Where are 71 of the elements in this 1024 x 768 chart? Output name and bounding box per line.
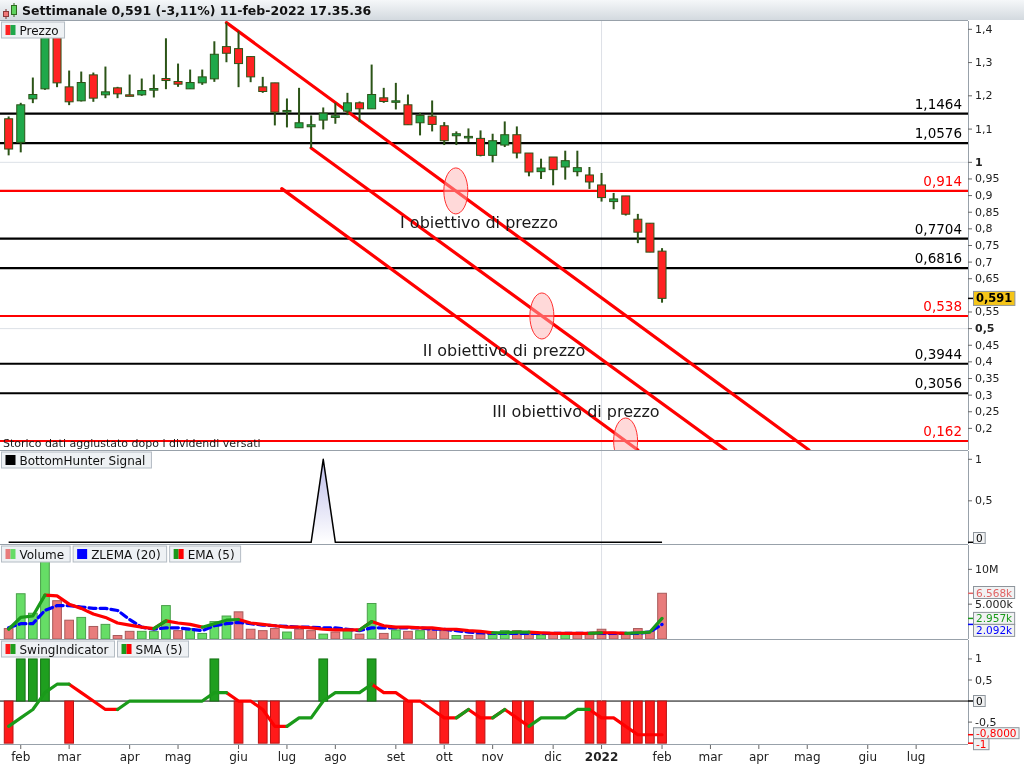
x-tick-label: 2022 [584,750,619,764]
x-tick-label: apr [748,750,769,764]
text: 6.568k [976,586,1014,599]
y-tick-label: 0,2 [975,421,993,435]
y-tick-label: 0,7 [975,255,993,269]
text: 2.092k [976,624,1014,637]
text: 0,591 [976,291,1013,306]
text: 2.957k [976,612,1014,625]
y-tick-label: 1 [975,652,982,666]
y-tick-label: 0,95 [975,172,1000,186]
x-tick-label: ott [435,750,453,764]
legend-label: SMA (5) [135,642,183,657]
text: -0,8000 [976,727,1017,740]
x-tick-label: ago [324,750,347,764]
x-tick-label: lug [906,750,926,764]
y-tick-label: 0,5 [975,322,995,336]
y-tick-label: 1,2 [975,89,993,103]
y-tick-label: 0,25 [975,405,1000,419]
y-tick-label: 0,45 [975,338,1000,352]
y-tick-label: 10M [975,562,999,576]
y-tick-label: 0,9 [975,189,993,203]
x-tick-label: giu [858,750,878,764]
legend-label: ZLEMA (20) [91,547,161,562]
x-tick-label: feb [11,750,31,764]
y-tick-label: 0,35 [975,372,1000,385]
y-tick-label: 0,4 [975,355,993,369]
x-tick-label: mar [57,750,82,764]
y-tick-label: 0,85 [975,205,1000,219]
legend-label: EMA (5) [187,547,235,562]
ref-line-label: 0,7704 [914,220,962,237]
ref-line-label: 0,914 [923,172,962,189]
y-tick-label: 1,3 [975,56,993,70]
legend-label: BottomHunter Signal [19,453,146,468]
y-tick-label: 0,55 [975,305,1000,319]
ref-line-label: 0,162 [923,423,962,440]
ref-line-label: 0,3944 [914,345,962,362]
y-tick-label: 0,5 [975,494,993,508]
ref-line-label: 0,3056 [914,375,962,392]
y-tick-label: 0,65 [975,272,1000,286]
y-tick-label: 0,8 [975,222,993,236]
x-tick-label: lug [277,750,297,764]
ref-line-label: 1,0576 [914,125,962,142]
legend-label: SwingIndicator [19,642,109,657]
ref-line-label: 0,6816 [914,250,962,267]
y-tick-label: 0,3 [975,388,993,402]
ref-line-label: 1,1464 [914,95,962,112]
y-tick-label: 1 [975,452,982,466]
y-tick-label: 0,75 [975,238,1000,252]
x-tick-label: mag [164,750,192,764]
y-tick-label: 1 [975,155,983,169]
y-tick-label: 1,1 [975,122,993,136]
x-tick-label: dic [544,750,562,764]
x-tick-label: nov [481,750,504,764]
x-tick-label: feb [652,750,672,764]
x-tick-label: set [386,750,406,764]
chart-title: Settimanale 0,591 (-3,11%) 11-feb-2022 17.35.36 [22,2,372,18]
annotation: III obiettivo di prezzo [492,401,660,421]
y-tick-label: 1,4 [975,22,993,36]
x-tick-label: apr [119,750,140,764]
legend-label: Prezzo [19,23,59,38]
text: 0 [976,532,983,544]
x-tick-label: giu [229,750,248,764]
ref-line-label: 0,538 [923,297,962,314]
y-tick-label: 0,5 [975,673,993,687]
legend-label: Volume [19,547,65,562]
x-tick-label: mag [793,750,821,764]
y-tick-label: 5.000k [975,597,1014,611]
x-tick-label: mar [698,750,723,764]
y-tick-label: -0,5 [975,715,997,729]
text: -1 [976,738,987,751]
text: 0 [976,695,983,707]
